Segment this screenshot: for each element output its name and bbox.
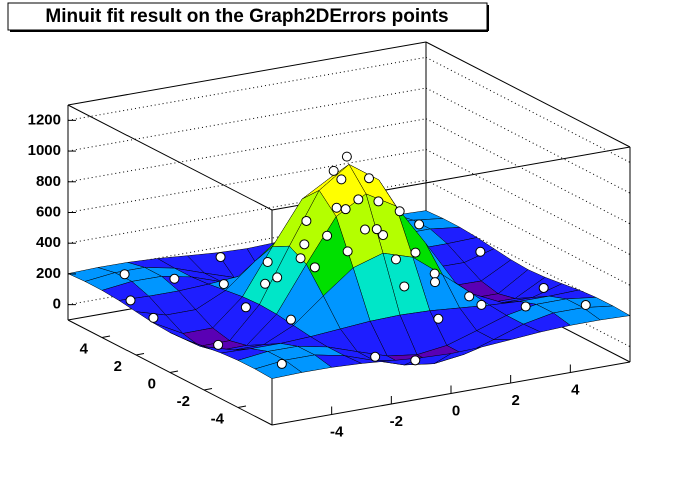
data-point [360,224,371,235]
grid-line [67,87,427,152]
data-point [342,246,353,257]
z-tick-label: 1200 [28,111,61,128]
x-tick-label: -2 [390,413,403,430]
data-point [262,256,273,267]
data-point [429,268,440,279]
grid-line [67,56,427,121]
data-point [580,300,591,311]
data-point [218,279,229,290]
data-point [394,206,405,217]
axes: 0 200 400 600 800 1000 1200 -4 -2 0 2 4 -4 -2 0 2 4 [28,111,581,440]
grid-line [425,118,631,225]
data-point [309,262,320,273]
grid-line [67,179,427,244]
data-point [390,254,401,265]
data-point [148,312,159,323]
x-tick-label: 0 [452,402,460,419]
data-point [371,224,382,235]
data-point [299,239,310,250]
y-tick-label: -2 [177,393,190,410]
box-edge [425,41,631,148]
box-edge [67,41,427,106]
data-point [520,301,531,312]
data-point [119,269,130,280]
x-tick-label: 4 [571,381,580,398]
data-point [410,355,421,366]
data-point [328,165,339,176]
x-tick-label: 2 [511,392,519,409]
data-point [322,230,333,241]
y-tick [169,370,179,373]
data-point [295,253,306,264]
data-point [341,151,352,162]
data-point [538,282,549,293]
data-point [260,278,271,289]
y-tick-label: 0 [148,375,156,392]
data-point [125,295,136,306]
z-tick-label: 0 [53,296,61,313]
z-tick-label: 400 [36,234,61,251]
y-tick [203,388,213,391]
title-box [7,2,488,31]
x-tick-label: -4 [330,423,344,440]
data-point [169,273,180,284]
data-point [414,219,425,230]
surface [67,163,631,379]
data-point [331,202,342,213]
data-point [364,173,375,184]
data-point [373,196,384,207]
data-point [301,215,312,226]
grid-line [425,56,631,163]
data-point [336,174,347,185]
data-point [475,246,486,257]
data-point [240,302,251,313]
data-point [476,299,487,310]
grid-line [67,149,427,213]
chart-title: Minuit fit result on the Graph2DErrors p… [45,6,448,27]
grid-line [67,118,427,183]
data-point [464,291,475,302]
data-point [378,230,389,241]
data-point [285,314,296,325]
data-point [430,277,440,288]
data-point [370,351,381,362]
data-point [276,358,287,369]
y-tick [237,405,247,408]
data-point [272,272,283,283]
data-point [410,247,421,258]
z-tick-label: 200 [36,265,61,282]
z-tick-label: 600 [36,203,61,220]
points [119,151,591,369]
y-tick-label: -4 [211,410,225,427]
box-edge [67,104,273,211]
data-point [215,252,226,263]
data-point [353,194,364,205]
data-point [399,281,410,292]
y-tick [101,335,111,338]
data-point [213,339,224,350]
y-tick [135,353,145,356]
y-tick-label: 2 [114,358,122,375]
z-tick-label: 1000 [28,142,61,159]
z-tick-label: 800 [36,173,61,190]
data-point [340,204,351,215]
y-tick-label: 4 [80,340,89,357]
data-point [433,313,444,324]
